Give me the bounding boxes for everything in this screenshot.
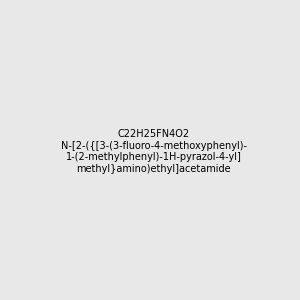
- Text: C22H25FN4O2
N-[2-({[3-(3-fluoro-4-methoxyphenyl)-
1-(2-methylphenyl)-1H-pyrazol-: C22H25FN4O2 N-[2-({[3-(3-fluoro-4-methox…: [61, 129, 247, 174]
